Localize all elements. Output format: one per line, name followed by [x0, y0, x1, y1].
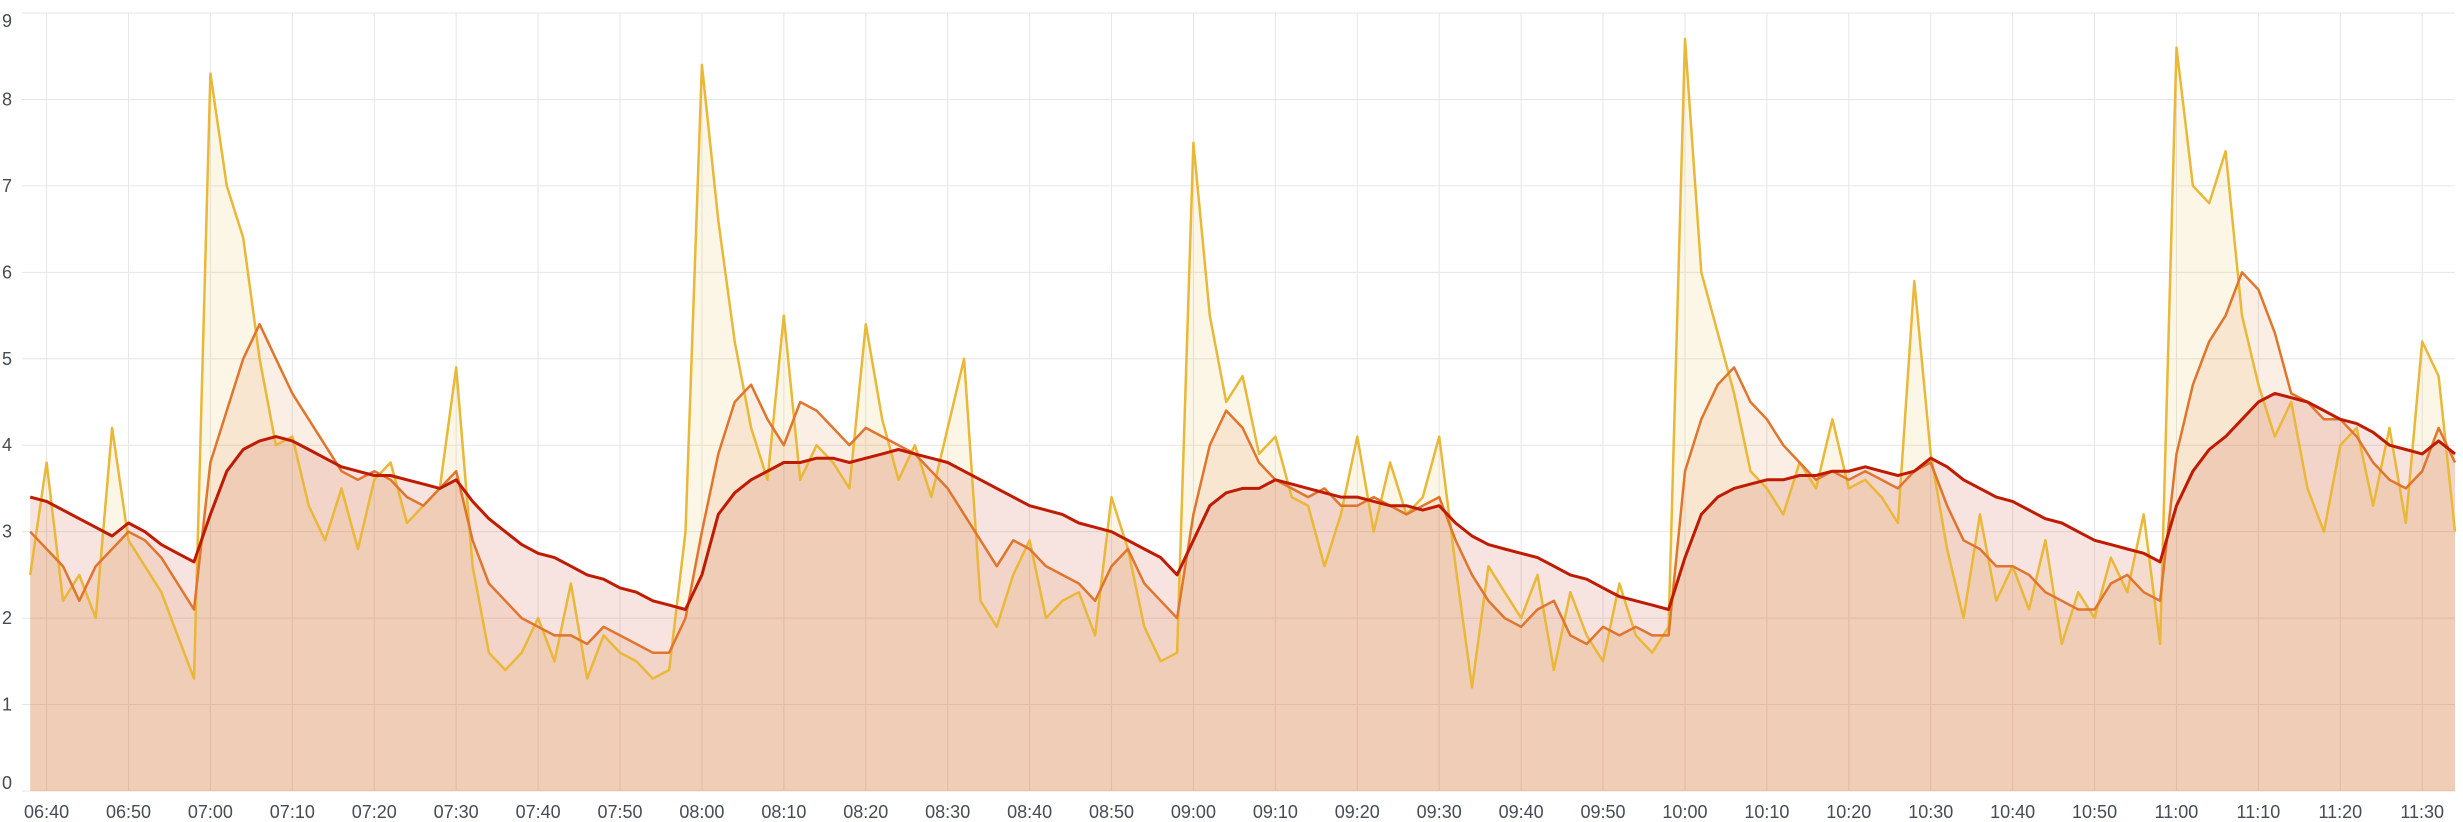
y-tick-label: 1	[2, 695, 12, 715]
x-tick-label: 09:30	[1417, 802, 1462, 822]
x-tick-label: 10:00	[1662, 802, 1707, 822]
x-tick-label: 07:40	[516, 802, 561, 822]
x-tick-label: 07:50	[597, 802, 642, 822]
series-line	[29, 391, 2456, 611]
x-tick-label: 09:10	[1253, 802, 1298, 822]
y-tick-label: 8	[2, 89, 12, 109]
x-tick-label: 11:30	[2400, 802, 2444, 822]
y-tick-label: 4	[2, 435, 12, 455]
y-tick-label: 5	[2, 349, 12, 369]
x-tick-label: 10:10	[1744, 802, 1789, 822]
x-tick-label: 07:00	[188, 802, 233, 822]
x-tick-label: 10:40	[1990, 802, 2035, 822]
x-tick-label: 06:50	[106, 802, 151, 822]
series-area	[30, 393, 2456, 791]
x-tick-label: 09:20	[1335, 802, 1380, 822]
x-tick-label: 09:40	[1499, 802, 1544, 822]
x-tick-label: 10:30	[1908, 802, 1953, 822]
x-tick-label: 07:30	[434, 802, 479, 822]
x-tick-label: 08:00	[679, 802, 724, 822]
x-tick-label: 11:10	[2237, 802, 2281, 822]
x-tick-label: 11:00	[2155, 802, 2199, 822]
x-tick-label: 08:10	[761, 802, 806, 822]
x-tick-label: 07:10	[270, 802, 315, 822]
x-tick-label: 09:50	[1581, 802, 1626, 822]
x-tick-label: 07:20	[352, 802, 397, 822]
x-tick-label: 08:40	[1007, 802, 1052, 822]
x-tick-label: 08:30	[925, 802, 970, 822]
x-tick-label: 08:50	[1089, 802, 1134, 822]
x-tick-label: 09:00	[1171, 802, 1216, 822]
y-tick-label: 6	[2, 262, 12, 282]
series-area	[30, 38, 2456, 791]
x-tick-label: 08:20	[843, 802, 888, 822]
x-tick-label: 11:20	[2318, 802, 2362, 822]
y-tick-label: 7	[2, 176, 12, 196]
series-line	[29, 271, 2457, 654]
y-tick-label: 2	[2, 608, 12, 628]
y-tick-label: 9	[2, 11, 12, 31]
x-tick-label: 10:50	[2072, 802, 2117, 822]
y-tick-label: 0	[2, 773, 12, 793]
x-tick-label: 10:20	[1826, 802, 1871, 822]
x-tick-label: 06:40	[24, 802, 69, 822]
y-tick-label: 3	[2, 522, 12, 542]
